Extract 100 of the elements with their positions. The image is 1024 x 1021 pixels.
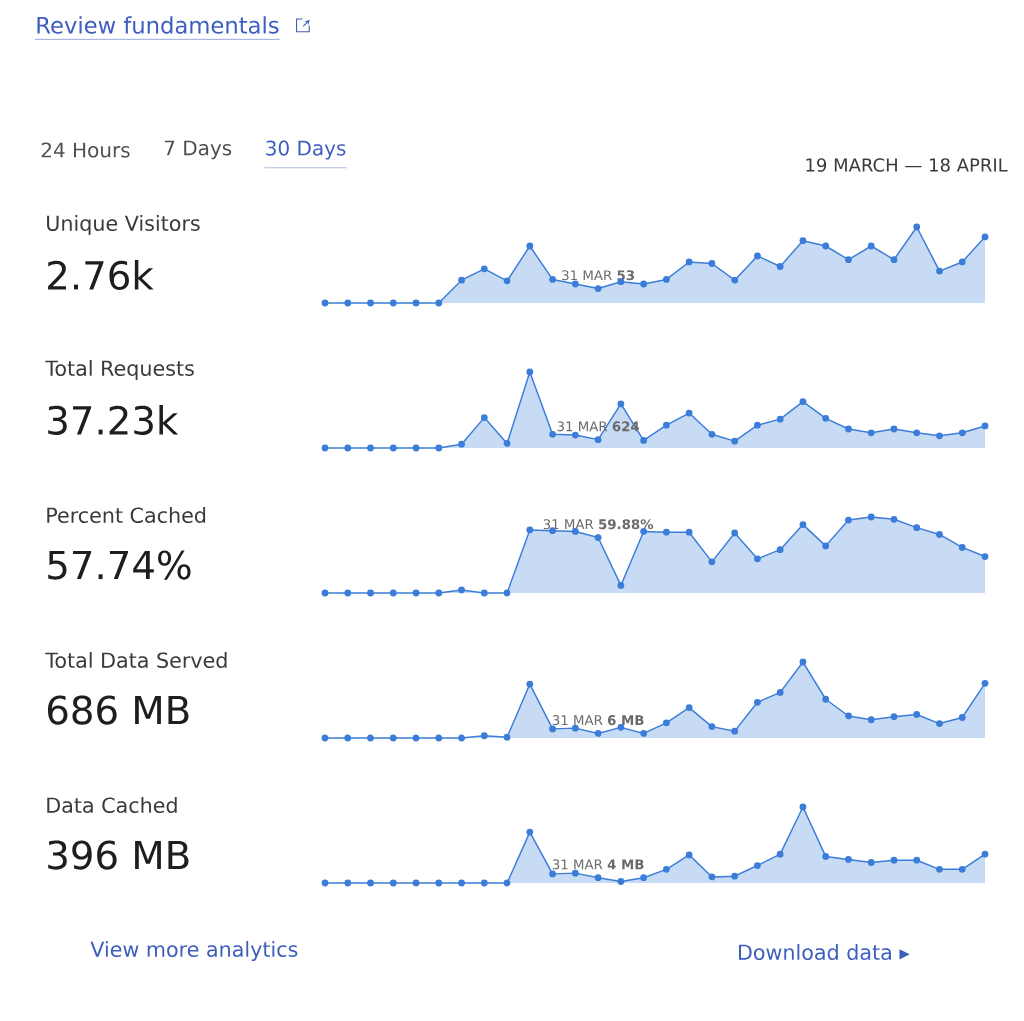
point — [754, 555, 761, 563]
point — [549, 870, 556, 878]
point — [344, 589, 352, 597]
point — [981, 679, 989, 687]
text: 19 MARCH — 18 APRIL — [806, 158, 1008, 172]
annotation: 31 MAR 6 MB — [552, 715, 644, 726]
point — [367, 299, 374, 307]
point — [344, 734, 352, 742]
point — [845, 256, 852, 264]
point — [503, 277, 511, 285]
text: Review fundamentals — [37, 16, 279, 34]
text: Total Requests — [45, 360, 194, 381]
text: 24 Hours — [41, 142, 130, 158]
point — [412, 734, 420, 742]
point — [412, 299, 420, 307]
point — [776, 263, 784, 270]
point — [913, 856, 921, 864]
text: Percent Cached — [47, 507, 206, 524]
point — [617, 878, 625, 885]
point — [435, 589, 443, 597]
point — [571, 869, 579, 877]
point — [571, 280, 579, 288]
point — [662, 528, 670, 536]
point — [822, 853, 830, 860]
point — [913, 429, 921, 437]
point — [958, 258, 966, 266]
point — [640, 280, 648, 288]
point — [913, 711, 921, 718]
point — [435, 299, 443, 307]
point — [594, 436, 602, 444]
point — [754, 698, 761, 706]
point — [640, 874, 648, 882]
point — [913, 524, 921, 532]
point — [367, 444, 374, 452]
point — [754, 252, 761, 260]
point — [617, 400, 625, 408]
point — [435, 734, 443, 742]
point — [389, 879, 397, 887]
point — [958, 865, 966, 873]
point — [367, 734, 374, 742]
point — [890, 425, 898, 433]
point — [936, 267, 943, 275]
point — [958, 544, 966, 551]
text: 396 MB — [48, 840, 189, 870]
point — [503, 440, 511, 447]
text: 57.74% — [48, 550, 191, 580]
point — [321, 444, 329, 452]
point — [594, 874, 602, 882]
text: Total Data Served — [45, 652, 227, 669]
point — [981, 553, 989, 560]
text: 2.76k — [48, 260, 154, 290]
point — [503, 879, 511, 887]
point — [412, 879, 420, 887]
point — [754, 862, 761, 869]
point — [458, 440, 465, 448]
point — [321, 589, 329, 597]
point — [526, 368, 534, 376]
point — [435, 444, 443, 452]
point — [731, 727, 739, 735]
point — [526, 526, 534, 534]
text: View more analytics — [90, 941, 298, 962]
point — [708, 430, 716, 438]
text: 30 Days — [266, 140, 346, 160]
point — [867, 429, 875, 437]
point — [571, 431, 579, 439]
point — [321, 879, 329, 887]
text: Download data ▸ — [738, 944, 910, 961]
point — [617, 582, 625, 589]
point — [594, 285, 602, 292]
point — [662, 276, 670, 283]
point — [389, 589, 397, 597]
point — [321, 299, 329, 307]
point — [822, 414, 830, 422]
point — [708, 723, 716, 731]
point — [731, 276, 739, 284]
text: Data Cached — [47, 797, 177, 814]
point — [981, 422, 989, 430]
point — [389, 734, 397, 742]
point — [890, 256, 898, 264]
annotation: 31 MAR 53 — [562, 270, 634, 281]
point — [685, 851, 693, 859]
point — [936, 432, 943, 440]
point — [685, 704, 693, 712]
point — [389, 299, 397, 307]
point — [480, 265, 488, 273]
point — [549, 276, 556, 283]
point — [822, 242, 830, 250]
point — [958, 429, 966, 437]
point — [640, 730, 648, 737]
point — [754, 421, 761, 429]
point — [662, 421, 670, 429]
point — [799, 521, 807, 529]
point — [367, 589, 374, 597]
point — [480, 879, 488, 887]
point — [776, 415, 784, 423]
point — [344, 444, 352, 452]
point — [640, 437, 648, 444]
annotation: 31 MAR 59.88% — [543, 519, 654, 530]
point — [958, 714, 966, 721]
point — [822, 695, 830, 703]
